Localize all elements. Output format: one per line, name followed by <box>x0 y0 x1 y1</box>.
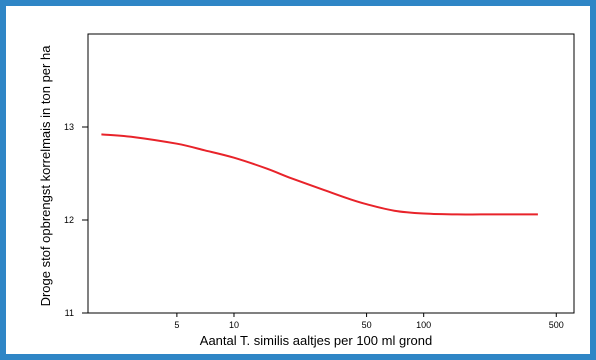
y-axis-ticks: 11 12 13 <box>64 122 88 318</box>
x-axis-title: Aantal T. similis aaltjes per 100 ml gro… <box>200 333 432 348</box>
plot-area-frame <box>87 33 575 314</box>
y-tick-label: 13 <box>64 122 74 132</box>
x-axis-ticks: 5 10 50 100 500 <box>174 313 564 330</box>
line-chart: 11 12 13 5 10 50 100 500 Droge stof opbrengst … <box>38 33 575 348</box>
y-axis-title: Droge stof opbrengst korrelmais in ton p… <box>38 45 53 307</box>
series-line <box>101 133 538 216</box>
x-tick-label: 50 <box>362 320 372 330</box>
y-tick-label: 12 <box>64 215 74 225</box>
chart-panel: 11 12 13 5 10 50 100 500 Droge stof opbrengst … <box>6 6 590 354</box>
x-tick-label: 5 <box>174 320 179 330</box>
y-tick-label: 11 <box>65 308 74 318</box>
x-tick-label: 10 <box>229 320 239 330</box>
x-tick-label: 500 <box>549 320 564 330</box>
x-tick-label: 100 <box>416 320 431 330</box>
